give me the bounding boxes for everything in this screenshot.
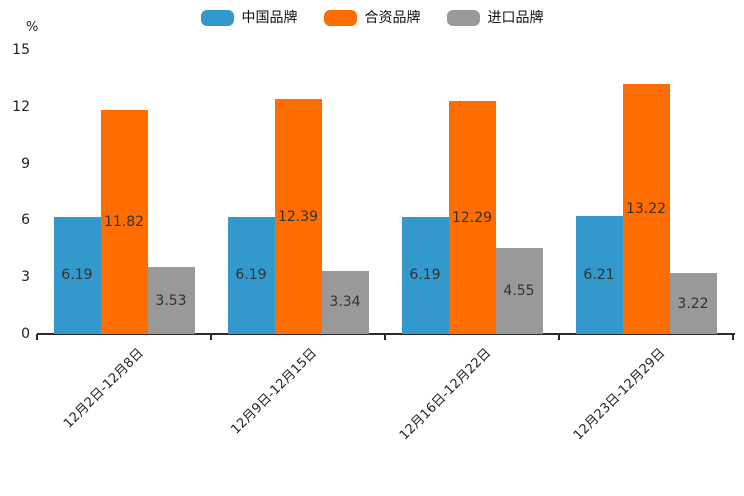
x-axis-tick: [732, 334, 734, 340]
bar-value-label: 3.53: [155, 292, 187, 309]
bar-2-2[interactable]: 4.55: [495, 247, 543, 334]
y-tick-label: 15: [12, 42, 30, 58]
bar-value-label: 13.22: [625, 200, 667, 217]
bar-group-2: 6.19 12.29 4.55: [385, 101, 559, 334]
bar-1-2[interactable]: 12.29: [448, 101, 496, 334]
y-tick-label: 9: [21, 155, 30, 172]
bar-value-label: 11.82: [103, 214, 145, 231]
legend-item-2[interactable]: 进口品牌: [446, 9, 544, 27]
bar-2-0[interactable]: 3.53: [147, 267, 195, 334]
x-axis-tick: [384, 334, 386, 340]
bar-value-label: 6.19: [235, 267, 267, 284]
bar-1-0[interactable]: 11.82: [100, 110, 148, 334]
legend-label: 中国品牌: [241, 10, 298, 26]
bar-value-label: 12.29: [451, 209, 493, 226]
x-axis-line: [37, 333, 735, 335]
bar-group-0: 6.19 11.82 3.53: [37, 110, 211, 334]
bar-group-1: 6.19 12.39 3.34: [211, 99, 385, 334]
bar-0-0[interactable]: 6.19: [53, 216, 101, 334]
legend-item-0[interactable]: 中国品牌: [200, 9, 298, 27]
chart-legend: 中国品牌 合资品牌 进口品牌: [0, 9, 744, 27]
legend-item-1[interactable]: 合资品牌: [323, 9, 421, 27]
y-tick-label: 6: [21, 212, 30, 229]
y-tick-label: 12: [12, 98, 30, 115]
y-axis-unit-label: %: [26, 20, 39, 35]
bar-2-3[interactable]: 3.22: [669, 273, 717, 334]
x-axis-tick: [558, 334, 560, 340]
bar-value-label: 6.21: [583, 267, 615, 284]
bar-value-label: 6.19: [61, 267, 93, 284]
bar-0-1[interactable]: 6.19: [227, 216, 275, 334]
x-tick-label: 12月2日-12月8日: [60, 345, 147, 432]
bar-0-3[interactable]: 6.21: [575, 216, 623, 334]
bar-value-label: 6.19: [409, 267, 441, 284]
bar-group-3: 6.21 13.22 3.22: [559, 83, 733, 334]
x-axis-tick: [210, 334, 212, 340]
bar-1-3[interactable]: 13.22: [622, 83, 670, 334]
x-tick-label: 12月9日-12月15日: [228, 345, 321, 438]
bar-value-label: 12.39: [277, 208, 319, 225]
bar-2-1[interactable]: 3.34: [321, 270, 369, 334]
legend-swatch-icon: [200, 10, 234, 26]
bar-value-label: 3.22: [677, 295, 709, 312]
legend-label: 合资品牌: [364, 10, 421, 26]
bar-0-2[interactable]: 6.19: [401, 216, 449, 334]
legend-swatch-icon: [446, 10, 480, 26]
bar-value-label: 4.55: [503, 282, 535, 299]
x-tick-label: 12月23日-12月29日: [570, 345, 669, 444]
bar-1-1[interactable]: 12.39: [274, 99, 322, 334]
y-tick-label: 3: [21, 269, 30, 286]
x-axis-tick: [36, 334, 38, 340]
legend-swatch-icon: [323, 10, 357, 26]
bar-value-label: 3.34: [329, 294, 361, 311]
y-tick-label: 0: [21, 326, 30, 342]
legend-label: 进口品牌: [487, 10, 544, 26]
x-tick-label: 12月16日-12月22日: [396, 345, 495, 444]
